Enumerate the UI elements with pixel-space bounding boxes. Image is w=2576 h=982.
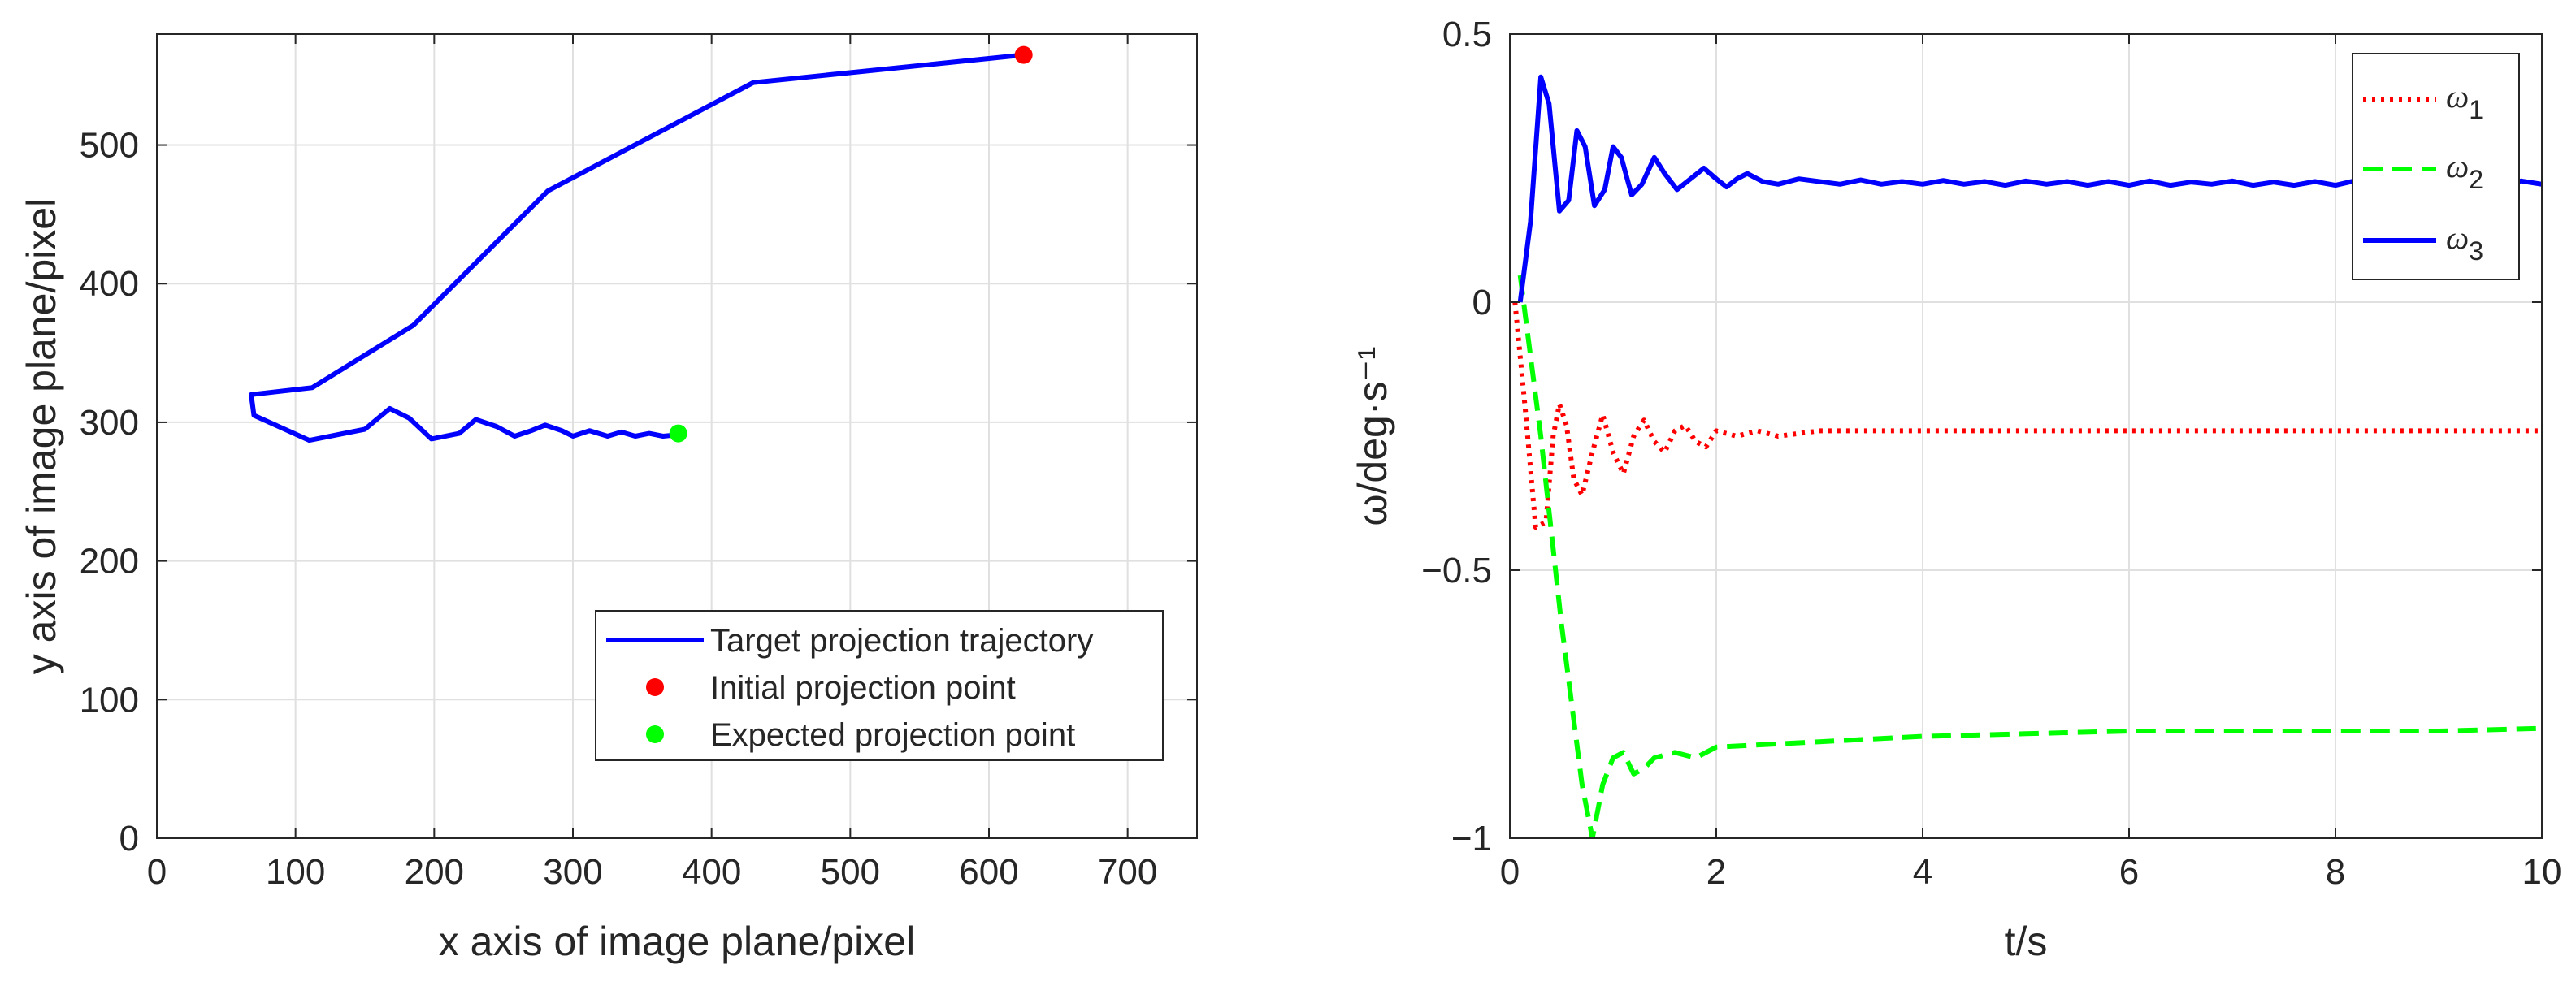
series-marker-1 bbox=[1014, 45, 1033, 64]
y-axis-label: y axis of image plane/pixel bbox=[19, 198, 64, 674]
y-tick-label: 100 bbox=[80, 680, 139, 720]
omega3-symbol: ω bbox=[2446, 219, 2469, 256]
x-tick-label: 10 bbox=[2522, 852, 2562, 892]
x-tick-label: 300 bbox=[543, 852, 602, 892]
y-tick-label: 200 bbox=[80, 542, 139, 582]
axes-box bbox=[1509, 33, 2543, 839]
omega2-symbol: ω bbox=[2446, 148, 2469, 184]
x-tick-label: 0 bbox=[1500, 852, 1520, 892]
angular-velocity-chart: 0 2 4 6 8 10−1−0.500.5 t/s ω/deg·s⁻¹ ω1 ω2 ω3 bbox=[1350, 15, 2561, 964]
x-tick-label: 2 bbox=[1706, 852, 1726, 892]
legend-label-omega1: ω1 bbox=[2446, 78, 2483, 124]
legend-label-trajectory: Target projection trajectory bbox=[710, 623, 1093, 659]
y-tick-label: 300 bbox=[80, 403, 139, 443]
legend-marker-initial bbox=[646, 678, 664, 696]
y-tick-label: −1 bbox=[1451, 819, 1492, 859]
x-tick-label: 4 bbox=[1913, 852, 1932, 892]
y-tick-label: 0 bbox=[1472, 283, 1492, 322]
x-axis-label: x axis of image plane/pixel bbox=[439, 919, 915, 964]
legend-box bbox=[595, 610, 1164, 761]
y-axis-label: ω/deg·s⁻¹ bbox=[1350, 346, 1395, 526]
omega1-subscript: 1 bbox=[2469, 95, 2483, 124]
legend-label-omega3: ω3 bbox=[2446, 219, 2483, 266]
x-tick-label: 200 bbox=[405, 852, 464, 892]
y-tick-label: 0.5 bbox=[1442, 15, 1492, 54]
legend: Target projection trajectory Initial pro… bbox=[595, 610, 1164, 761]
y-tick-label: 0 bbox=[119, 819, 139, 859]
legend: ω1 ω2 ω3 bbox=[2352, 53, 2520, 280]
y-tick-label: 500 bbox=[80, 126, 139, 166]
series-line-2 bbox=[1517, 74, 2542, 303]
series-layer bbox=[1512, 74, 2542, 838]
series-layer bbox=[249, 45, 1033, 443]
x-tick-label: 100 bbox=[266, 852, 325, 892]
x-tick-label: 400 bbox=[682, 852, 741, 892]
x-tick-label: 6 bbox=[2119, 852, 2139, 892]
y-tick-label: 400 bbox=[80, 264, 139, 304]
ticks: 0 2 4 6 8 10 −1 −0.5 0 0.5 bbox=[1421, 15, 2561, 892]
x-axis-label: t/s bbox=[2005, 919, 2048, 964]
legend-label-omega2: ω2 bbox=[2446, 148, 2483, 194]
x-tick-label: 600 bbox=[959, 852, 1018, 892]
series-marker-2 bbox=[669, 424, 687, 443]
series-line-1 bbox=[1517, 275, 2542, 838]
x-tick-label: 700 bbox=[1098, 852, 1157, 892]
omega1-symbol: ω bbox=[2446, 78, 2469, 115]
legend-label-expected: Expected projection point bbox=[710, 717, 1075, 753]
series-line-0 bbox=[1512, 301, 2542, 530]
trajectory-chart: 0 100 200 300 400 500 600 700 0 100 200 300 400 500 x… bbox=[19, 33, 1198, 964]
series-line-0 bbox=[249, 52, 1025, 443]
x-tick-label: 8 bbox=[2326, 852, 2345, 892]
x-tick-label: 500 bbox=[821, 852, 880, 892]
y-tick-label: −0.5 bbox=[1421, 551, 1492, 590]
x-tick-label: 0 bbox=[147, 852, 167, 892]
omega3-subscript: 3 bbox=[2469, 236, 2483, 266]
legend-label-initial: Initial projection point bbox=[710, 670, 1016, 706]
legend-marker-expected bbox=[646, 725, 664, 743]
ticks: 0 100 200 300 400 500 600 700 0 100 200 300 400 500 bbox=[80, 34, 1197, 892]
axes-box bbox=[156, 33, 1198, 839]
omega2-subscript: 2 bbox=[2469, 165, 2483, 194]
